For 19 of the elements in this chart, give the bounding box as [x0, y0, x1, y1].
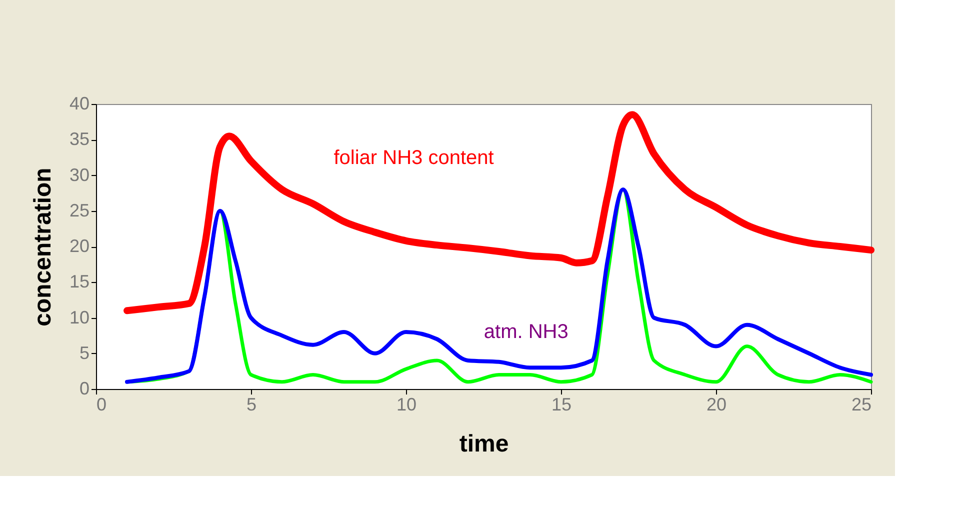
- y-tick-label: 20: [69, 236, 90, 256]
- y-tick-label: 15: [69, 272, 90, 292]
- x-tick-label: 25: [851, 394, 872, 414]
- y-tick-label: 10: [69, 307, 90, 328]
- x-tick-label: 15: [551, 394, 572, 414]
- y-tick-label: 35: [69, 129, 90, 150]
- y-tick-label: 30: [69, 164, 90, 185]
- y-axis-title: concentration: [29, 168, 56, 326]
- x-tick-label: 10: [396, 394, 417, 414]
- x-axis-title: time: [459, 430, 509, 458]
- x-tick-label: 0: [96, 394, 107, 414]
- y-tick-label: 5: [79, 342, 90, 363]
- y-tick-label: 0: [79, 378, 90, 398]
- annotation: foliar NH3 content: [334, 147, 494, 170]
- annotation: atm. NH3: [484, 321, 568, 343]
- x-tick-label: 20: [706, 394, 727, 414]
- x-tick-label: 5: [246, 394, 257, 414]
- y-tick-label: 40: [69, 94, 90, 114]
- y-tick-label: 25: [69, 200, 90, 220]
